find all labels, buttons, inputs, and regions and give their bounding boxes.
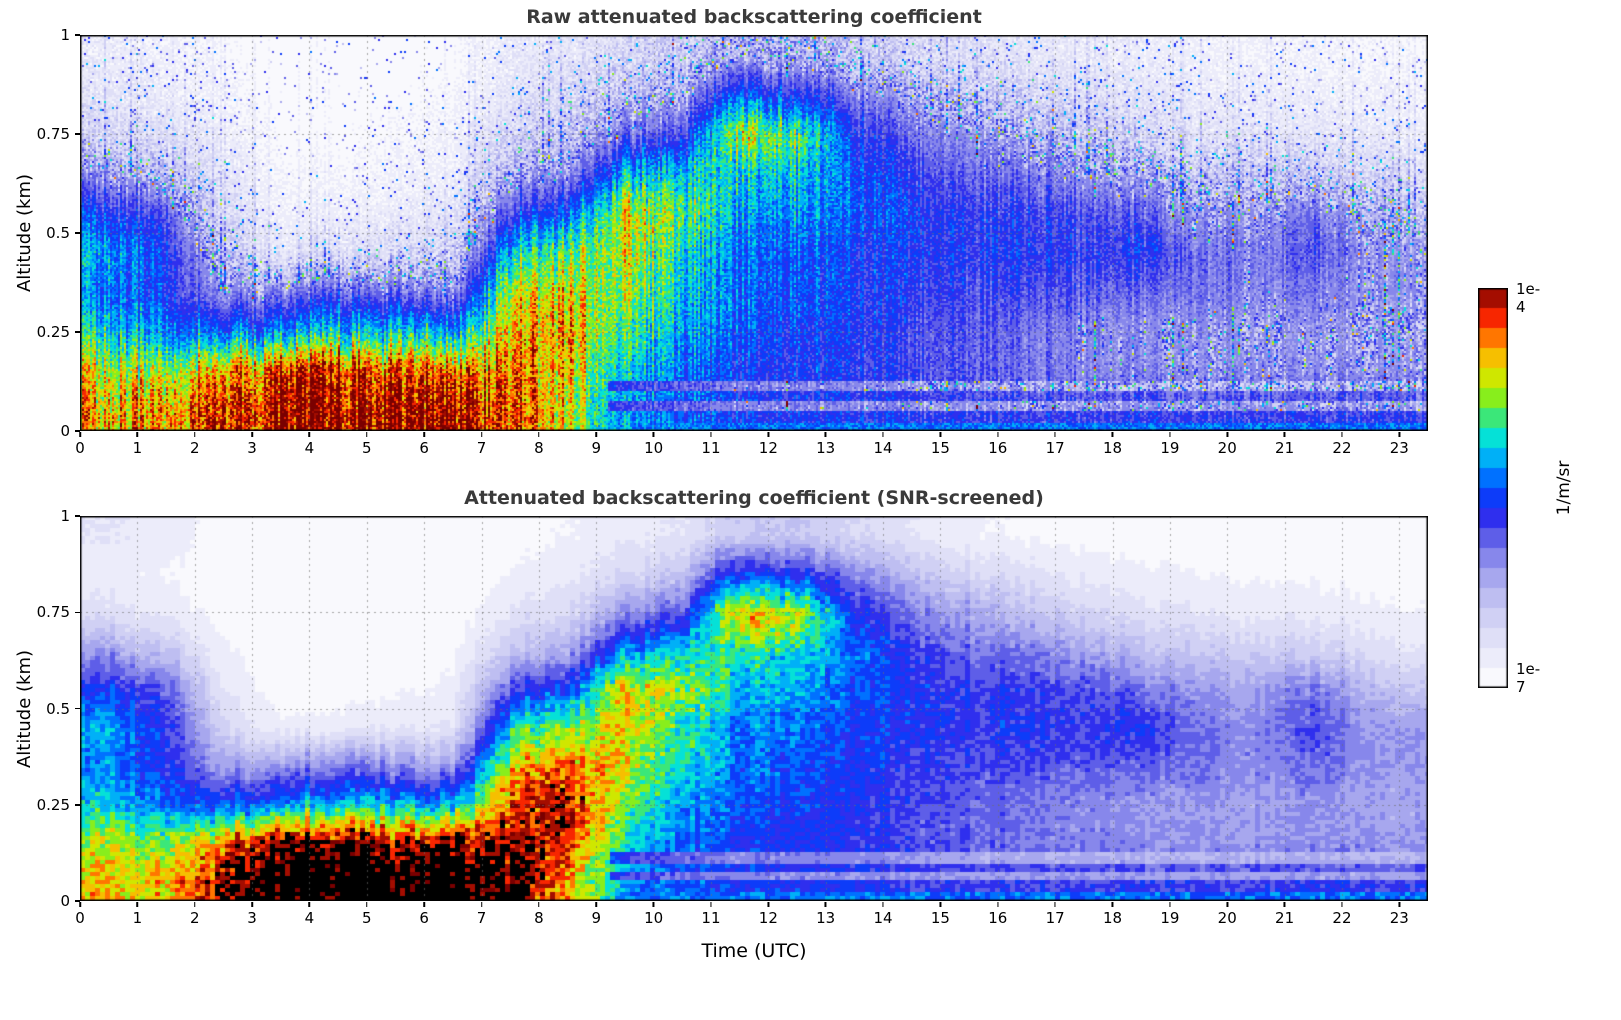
colorbar-min-label: 1e-7 [1516, 660, 1541, 696]
x-tick-label: 9 [591, 431, 601, 457]
x-tick-label: 14 [874, 431, 893, 457]
x-tick-label: 21 [1275, 901, 1294, 927]
x-tick-label: 13 [816, 901, 835, 927]
x-tick-label: 15 [931, 431, 950, 457]
x-tick-label: 14 [874, 901, 893, 927]
x-tick-label: 16 [988, 431, 1007, 457]
y-tick-label: 0.5 [46, 700, 80, 718]
panel-title: Attenuated backscattering coefficient (S… [464, 487, 1044, 509]
x-tick-label: 22 [1332, 901, 1351, 927]
colorbar: 1e-4 1e-7 1/m/sr [1478, 280, 1574, 696]
y-tick-label: 0 [60, 422, 80, 440]
x-tick-label: 21 [1275, 431, 1294, 457]
x-tick-label: 17 [1046, 901, 1065, 927]
y-axis-ticks: 0 0.25 0.5 0.75 1 [22, 507, 80, 910]
heatmap-raw-backscatter [80, 35, 1428, 431]
x-tick-label: 6 [419, 431, 429, 457]
x-tick-label: 1 [133, 901, 143, 927]
y-tick-label: 0 [60, 892, 80, 910]
x-tick-label: 20 [1218, 901, 1237, 927]
x-tick-label: 6 [419, 901, 429, 927]
x-axis-ticks: 0 1 2 3 4 5 6 7 8 9 10 11 12 13 14 15 16 17 18 19 20 21 22 23 [75, 431, 1428, 459]
x-tick-label: 10 [644, 431, 663, 457]
x-tick-label: 23 [1390, 901, 1409, 927]
x-tick-label: 11 [701, 901, 720, 927]
y-tick-label: 1 [60, 26, 80, 44]
x-tick-label: 10 [644, 901, 663, 927]
panel-raw-backscatter: Raw attenuated backscattering coefficien… [14, 6, 1428, 457]
x-tick-label: 1 [133, 431, 143, 457]
x-tick-label: 12 [759, 901, 778, 927]
x-tick-label: 11 [701, 431, 720, 457]
x-tick-label: 3 [247, 901, 257, 927]
y-tick-label: 0.75 [37, 125, 80, 143]
panel-screened-backscatter: Attenuated backscattering coefficient (S… [14, 487, 1428, 927]
x-tick-label: 15 [931, 901, 950, 927]
y-tick-label: 1 [60, 507, 80, 525]
x-axis-ticks: 0 1 2 3 4 5 6 7 8 9 10 11 12 13 14 15 16 17 18 19 20 21 22 23 [75, 901, 1428, 929]
x-tick-label: 17 [1046, 431, 1065, 457]
x-tick-label: 5 [362, 901, 372, 927]
x-tick-label: 2 [190, 431, 200, 457]
x-tick-label: 2 [190, 901, 200, 927]
x-tick-label: 8 [534, 431, 544, 457]
x-tick-label: 18 [1103, 901, 1122, 927]
y-axis-ticks: 0 0.25 0.5 0.75 1 [22, 26, 80, 440]
x-tick-label: 16 [988, 901, 1007, 927]
x-tick-label: 0 [75, 431, 85, 457]
x-tick-label: 19 [1160, 431, 1179, 457]
x-tick-label: 4 [305, 901, 315, 927]
x-tick-label: 5 [362, 431, 372, 457]
x-tick-label: 7 [477, 901, 487, 927]
y-tick-label: 0.25 [37, 323, 80, 341]
x-tick-label: 3 [247, 431, 257, 457]
y-tick-label: 0.5 [46, 224, 80, 242]
x-tick-label: 20 [1218, 431, 1237, 457]
x-tick-label: 7 [477, 431, 487, 457]
y-tick-label: 0.75 [37, 603, 80, 621]
x-tick-label: 8 [534, 901, 544, 927]
x-tick-label: 18 [1103, 431, 1122, 457]
y-tick-label: 0.25 [37, 796, 80, 814]
colorbar-units-label: 1/m/sr [1554, 460, 1574, 516]
x-axis-label: Time (UTC) [701, 940, 807, 962]
colorbar-gradient [1478, 288, 1508, 688]
x-tick-label: 22 [1332, 431, 1351, 457]
x-tick-label: 0 [75, 901, 85, 927]
x-tick-label: 4 [305, 431, 315, 457]
x-tick-label: 19 [1160, 901, 1179, 927]
x-tick-label: 12 [759, 431, 778, 457]
colorbar-max-label: 1e-4 [1516, 280, 1541, 316]
x-tick-label: 9 [591, 901, 601, 927]
x-tick-label: 13 [816, 431, 835, 457]
heatmap-screened-backscatter [80, 516, 1428, 901]
x-tick-label: 23 [1390, 431, 1409, 457]
panel-title: Raw attenuated backscattering coefficien… [526, 6, 982, 28]
